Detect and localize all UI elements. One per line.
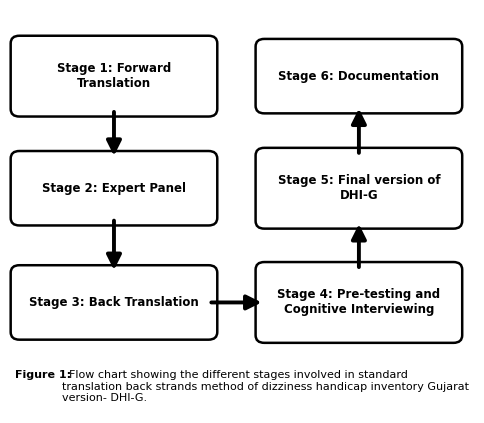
FancyBboxPatch shape [255,148,461,228]
Text: Flow chart showing the different stages involved in standard
translation back st: Flow chart showing the different stages … [62,370,468,403]
Text: Stage 3: Back Translation: Stage 3: Back Translation [29,296,198,309]
FancyBboxPatch shape [255,262,461,343]
Text: Stage 5: Final version of
DHI-G: Stage 5: Final version of DHI-G [277,174,439,202]
Text: Stage 4: Pre-testing and
Cognitive Interviewing: Stage 4: Pre-testing and Cognitive Inter… [277,288,439,316]
Text: Stage 1: Forward
Translation: Stage 1: Forward Translation [57,62,171,90]
FancyBboxPatch shape [255,39,461,113]
Text: Stage 2: Expert Panel: Stage 2: Expert Panel [42,182,185,195]
Text: Figure 1:: Figure 1: [15,370,71,380]
FancyBboxPatch shape [11,36,217,117]
FancyBboxPatch shape [11,265,217,340]
Text: Stage 6: Documentation: Stage 6: Documentation [278,70,439,82]
FancyBboxPatch shape [11,151,217,225]
